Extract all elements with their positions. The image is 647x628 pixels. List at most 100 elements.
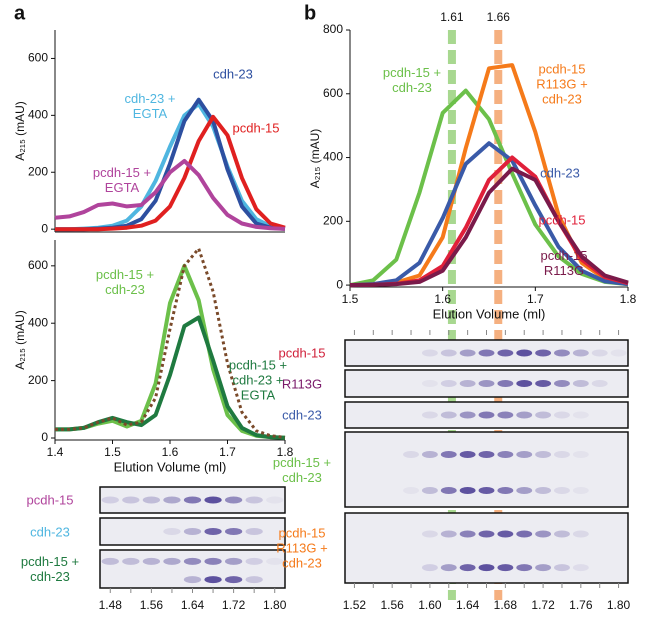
gel-band (365, 380, 381, 387)
gel-band (610, 349, 627, 357)
gel-band (591, 380, 608, 387)
gel-band (554, 349, 570, 357)
series-label: pcdh-15 + EGTA (92, 165, 152, 195)
gel-band (535, 451, 552, 458)
gel-row-label: pcdh-15 (278, 345, 326, 361)
x-tick-label: 1.8 (620, 292, 637, 306)
gel-band (101, 496, 119, 504)
gel-band (440, 411, 457, 419)
y-tick-label: 0 (336, 277, 343, 291)
series-line (55, 247, 286, 439)
gel-row (99, 517, 286, 546)
gel-band (611, 380, 627, 387)
gel-band (459, 380, 476, 387)
gel-band (572, 380, 589, 387)
gel-band (266, 576, 283, 583)
gel-band (440, 451, 457, 458)
gel-band (365, 487, 381, 494)
gel-band (204, 528, 222, 535)
y-tick-label: 200 (323, 213, 343, 227)
gel-band (516, 349, 533, 357)
gel-band (245, 557, 263, 565)
series-label: cdh-23 + EGTA (124, 91, 176, 121)
gel-band (516, 411, 533, 419)
gel-band (403, 412, 419, 419)
gel-band (183, 557, 202, 565)
gel-band (347, 451, 363, 458)
gel-band (421, 411, 438, 419)
y-tick-label: 400 (323, 150, 343, 164)
y-tick-label: 0 (41, 430, 48, 444)
x-tick-label: 1.7 (219, 445, 236, 459)
gel-band (592, 564, 608, 571)
gel-band (384, 564, 400, 571)
gel-band (421, 349, 438, 357)
gel-band (224, 528, 243, 535)
gel-band (554, 564, 570, 572)
gel-band (497, 411, 514, 419)
gel-band (554, 380, 570, 387)
gel-band (122, 496, 140, 504)
gel-band (163, 496, 181, 504)
y-tick-label: 600 (28, 51, 48, 65)
x-tick-label: 1.64 (181, 598, 205, 612)
series-line (349, 88, 629, 288)
gel-row-label: pcdh-15 R113G + cdh-23 (276, 525, 328, 571)
series-label: pcdh-15 + cdh-23 + EGTA (228, 357, 288, 403)
gel-band (516, 564, 533, 572)
gel-band (459, 564, 476, 572)
gel-band (478, 380, 495, 387)
gel-band (403, 451, 419, 458)
gel-band (459, 530, 476, 538)
gel-band (535, 380, 552, 387)
gel-band (122, 557, 140, 565)
gel-band (163, 576, 180, 583)
x-tick-label: 1.76 (569, 598, 593, 612)
gel-band (497, 487, 514, 494)
y-tick-label: 800 (323, 22, 343, 36)
x-tick-label: 1.6 (434, 292, 451, 306)
gel-band (183, 528, 202, 535)
x-tick-label: 1.4 (47, 445, 64, 459)
gel-band (347, 531, 363, 538)
gel-band (384, 531, 400, 538)
gel-band (611, 412, 627, 419)
gel-band (572, 487, 589, 494)
gel-row-label: pcdh-15 (26, 492, 74, 508)
x-tick-label: 1.6 (162, 445, 179, 459)
y-tick-label: 200 (28, 164, 48, 178)
gel-band (224, 576, 243, 584)
gel-band (403, 531, 419, 538)
gel-band (347, 412, 363, 419)
series-label: pcdh-15 + cdh-23 (382, 65, 442, 95)
gel-band (440, 380, 457, 387)
x-tick-label: 1.52 (343, 598, 367, 612)
gel-band (497, 530, 514, 538)
x-tick-label: 1.80 (607, 598, 631, 612)
gel-band (102, 528, 119, 535)
gel-band (347, 380, 363, 387)
gel-band (478, 487, 495, 494)
gel-band (183, 496, 202, 504)
gel-row (99, 549, 286, 589)
gel-band (554, 530, 570, 538)
x-tick-label: 1.68 (494, 598, 518, 612)
x-axis-label: Elution Volume (ml) (433, 306, 546, 321)
gel-band (592, 487, 608, 494)
gel-band (440, 487, 457, 494)
gel-band (163, 528, 181, 535)
gel-band (535, 349, 552, 357)
x-tick-label: 1.48 (99, 598, 123, 612)
gel-band (421, 451, 438, 458)
x-tick-label: 1.5 (342, 292, 359, 306)
gel-band (516, 451, 533, 458)
gel-band (497, 380, 514, 387)
gel-band (572, 411, 589, 419)
x-axis-label: Elution Volume (ml) (114, 459, 227, 474)
series-label: pcdh-15 R113G (540, 248, 588, 278)
gel-band (611, 531, 627, 538)
gel-band (554, 411, 570, 419)
reference-label: 1.66 (487, 10, 511, 24)
gel-band (440, 530, 457, 538)
gel-band (478, 564, 495, 572)
